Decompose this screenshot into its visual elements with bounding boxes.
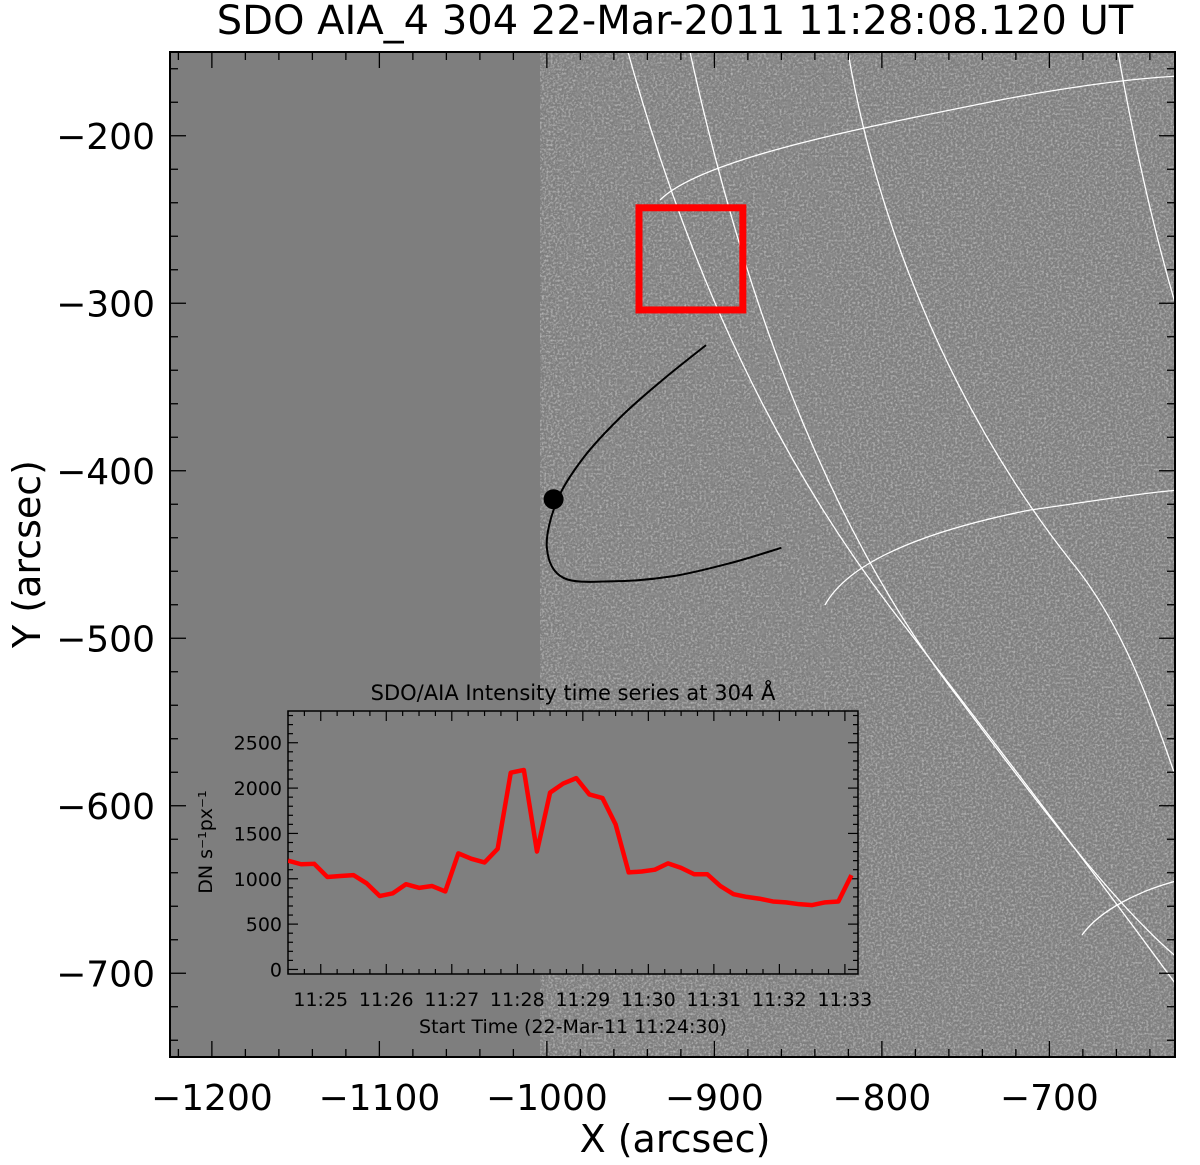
region-box: [635, 204, 747, 314]
x-tick-label: −800: [832, 1078, 931, 1119]
inset-x-tick-label: 11:28: [490, 989, 545, 1011]
x-tick-label: −700: [1000, 1078, 1099, 1119]
y-tick-label: −200: [56, 117, 155, 158]
x-tick-label: −900: [665, 1078, 764, 1119]
inset-x-tick-label: 11:32: [752, 989, 807, 1011]
inset-chart: SDO/AIA Intensity time series at 304 Å S…: [195, 679, 872, 1038]
inset-x-tick-label: 11:31: [686, 989, 741, 1011]
y-tick-label: −400: [56, 452, 155, 493]
main-tick-labels: −1200 −1100 −1000 −900 −800 −700 −200 −300 −400 −…: [56, 117, 1099, 1119]
limb-line: [627, 52, 1175, 985]
inset-x-tick-label: 11:26: [359, 989, 414, 1011]
inset-y-tick-label: 2500: [234, 733, 282, 755]
meridian-line-3: [1117, 52, 1175, 306]
inset-x-tick-label: 11:29: [555, 989, 610, 1011]
inset-title: SDO/AIA Intensity time series at 304 Å: [371, 679, 776, 705]
inset-x-tick-label: 11:25: [293, 989, 348, 1011]
y-tick-label: −600: [56, 787, 155, 828]
image-features: [600, 100, 800, 580]
inset-x-label: Start Time (22-Mar-11 11:24:30): [419, 1016, 727, 1038]
main-axis-ticks: [170, 52, 1175, 1057]
meridian-line-1: [689, 52, 1175, 957]
inset-tick-labels: 11:25 11:26 11:27 11:28 11:29 11:30 11:31 11:32…: [234, 733, 873, 1011]
inset-y-tick-label: 500: [246, 914, 282, 936]
y-tick-label: −300: [56, 284, 155, 325]
inset-y-tick-label: 0: [270, 959, 282, 981]
inset-y-tick-label: 1000: [234, 869, 282, 891]
parallel-line-3: [1081, 880, 1175, 936]
x-tick-label: −1100: [318, 1078, 440, 1119]
meridian-line-2: [847, 52, 1175, 778]
intensity-series-line: [288, 767, 854, 908]
trajectory-curve: [545, 344, 782, 583]
y-tick-label: −500: [56, 619, 155, 660]
inset-x-tick-label: 11:33: [818, 989, 873, 1011]
x-tick-label: −1000: [486, 1078, 608, 1119]
image-frame: [169, 51, 1176, 1058]
image-features-east: [820, 150, 1175, 1050]
main-y-label: Y (arcsec): [5, 460, 49, 649]
inset-background: [288, 711, 858, 974]
y-tick-label: −700: [56, 954, 155, 995]
inset-x-tick-label: 11:30: [621, 989, 676, 1011]
trajectory-marker: [543, 489, 564, 510]
inset-x-tick-label: 11:27: [424, 989, 479, 1011]
inset-y-tick-label: 2000: [234, 778, 282, 800]
main-title: SDO AIA_4 304 22-Mar-2011 11:28:08.120 U…: [217, 0, 1134, 44]
inset-y-label: DN s⁻¹px⁻¹: [195, 790, 217, 893]
x-tick-label: −1200: [151, 1078, 273, 1119]
main-x-label: X (arcsec): [580, 1117, 771, 1161]
inset-axis-ticks: [287, 711, 858, 974]
heliographic-grid: [627, 52, 1175, 985]
parallel-line-1: [659, 75, 1175, 201]
parallel-line-2: [824, 489, 1175, 606]
inset-y-tick-label: 1500: [234, 823, 282, 845]
